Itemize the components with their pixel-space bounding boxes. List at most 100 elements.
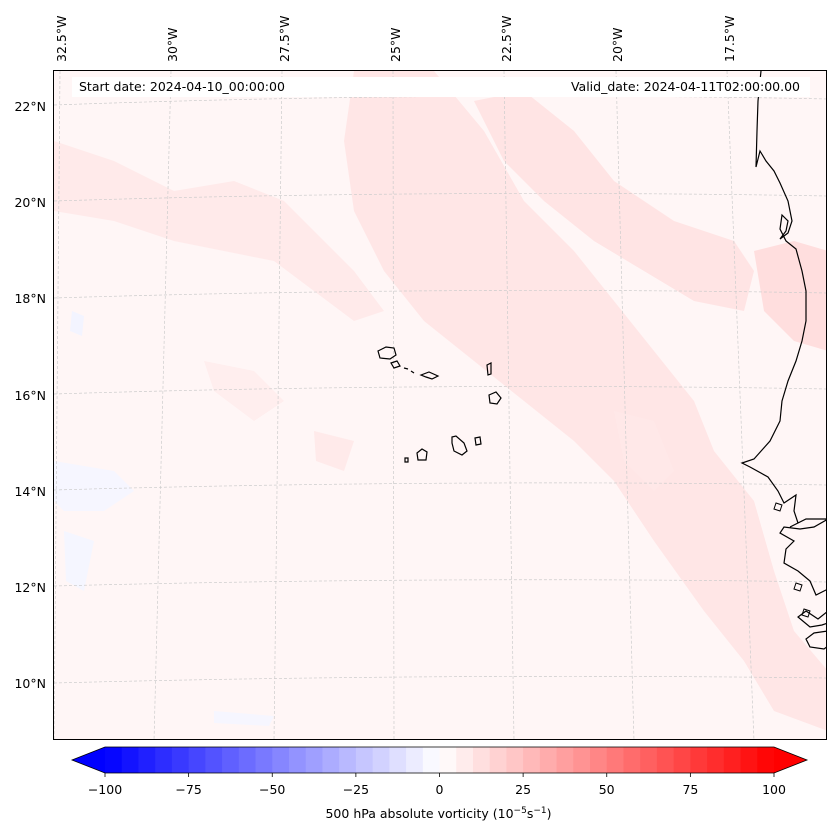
colorbar-segment xyxy=(489,747,508,773)
lon-label-17-5w: 17.5°W xyxy=(722,15,737,62)
colorbar-tick-0: 0 xyxy=(435,782,444,797)
colorbar-segment xyxy=(222,747,240,773)
colorbar-segment xyxy=(640,747,658,773)
colorbar-segment xyxy=(138,747,156,773)
colorbar-tick-neg25: −25 xyxy=(342,782,370,797)
map-canvas xyxy=(54,71,826,739)
lat-label-18n: 18°N xyxy=(14,291,46,306)
colorbar-segment xyxy=(623,747,641,773)
vorticity-band-main xyxy=(344,71,826,731)
colorbar-segment xyxy=(105,747,123,773)
vorticity-patch-mid xyxy=(204,361,284,421)
weak-negative-patch-3 xyxy=(70,311,84,336)
colorbar-segment xyxy=(422,747,441,773)
colorbar-segment xyxy=(238,747,257,773)
colorbar-tick-neg50: −50 xyxy=(258,782,286,797)
colorbar-segment xyxy=(757,747,775,773)
coastal-islet-2 xyxy=(793,582,803,592)
colorbar-segment xyxy=(707,747,725,773)
weak-negative-patch-4 xyxy=(214,711,274,726)
colorbar-segment xyxy=(590,747,608,773)
colorbar-segment xyxy=(456,747,474,773)
colorbar-segment xyxy=(690,747,708,773)
island-maio xyxy=(474,436,482,446)
colorbar-segment xyxy=(556,747,574,773)
lat-label-16n: 16°N xyxy=(14,388,46,403)
colorbar-segment xyxy=(205,747,223,773)
colorbar-low-extension xyxy=(72,747,105,773)
island-santiago xyxy=(451,435,468,456)
start-date-label: Start date: 2024-04-10_00:00:00 xyxy=(79,79,285,94)
island-brava xyxy=(404,457,409,463)
colorbar-ticks xyxy=(104,773,775,777)
island-santa-luzia xyxy=(403,367,409,370)
colorbar-segment xyxy=(372,747,390,773)
colorbar-segment xyxy=(255,747,273,773)
colorbar-segment xyxy=(389,747,407,773)
colorbar-segment xyxy=(673,747,691,773)
colorbar-tick-25: 25 xyxy=(515,782,532,797)
vorticity-map: Start date: 2024-04-10_00:00:00 Valid_da… xyxy=(53,70,827,740)
colorbar-tick-75: 75 xyxy=(682,782,699,797)
island-santo-antao xyxy=(377,346,397,360)
lat-label-12n: 12°N xyxy=(14,580,46,595)
weak-negative-patch-1 xyxy=(54,461,134,511)
lat-label-20n: 20°N xyxy=(14,195,46,210)
colorbar xyxy=(70,746,809,777)
vorticity-band-west xyxy=(54,141,384,321)
colorbar-title-exp1: −5 xyxy=(513,806,527,816)
colorbar-segment xyxy=(322,747,340,773)
colorbar-segment xyxy=(121,747,140,773)
header-bar xyxy=(72,77,810,97)
island-boa-vista xyxy=(488,391,502,405)
coastal-islet-3 xyxy=(801,608,811,618)
colorbar-title-prefix: 500 hPa absolute vorticity (10 xyxy=(325,806,514,822)
lon-label-27-5w: 27.5°W xyxy=(277,15,292,62)
colorbar-segment xyxy=(272,747,290,773)
colorbar-segment xyxy=(523,747,541,773)
cape-verde-islands xyxy=(377,346,502,463)
lon-label-32-5w: 32.5°W xyxy=(54,15,69,62)
island-sal xyxy=(486,362,492,376)
vorticity-patch-coast xyxy=(754,241,826,351)
african-coastline xyxy=(740,71,826,650)
colorbar-segment xyxy=(171,747,190,773)
colorbar-tick-neg75: −75 xyxy=(175,782,202,797)
lon-label-25w: 25°W xyxy=(388,27,403,62)
colorbar-title: 500 hPa absolute vorticity (10−5s−1) xyxy=(0,806,837,821)
colorbar-tick-neg100: −100 xyxy=(87,782,123,797)
island-sao-vicente xyxy=(390,360,401,369)
colorbar-tick-100: 100 xyxy=(762,782,786,797)
colorbar-segment xyxy=(355,747,374,773)
colorbar-title-mid: s xyxy=(526,806,534,822)
colorbar-segment xyxy=(606,747,625,773)
colorbar-segment xyxy=(740,747,758,773)
colorbar-segment xyxy=(155,747,173,773)
valid-date-label: Valid_date: 2024-04-11T02:00:00.00 xyxy=(570,79,800,94)
colorbar-segment xyxy=(472,747,491,773)
lon-label-20w: 20°W xyxy=(610,27,625,62)
vorticity-patch-south xyxy=(614,411,674,491)
colorbar-title-suffix: ) xyxy=(546,806,552,822)
colorbar-segment xyxy=(656,747,675,773)
vorticity-band-east xyxy=(474,91,754,311)
island-sao-nicolau-w xyxy=(410,370,415,374)
colorbar-tick-50: 50 xyxy=(598,782,615,797)
colorbar-segments xyxy=(105,747,775,773)
colorbar-segment xyxy=(406,747,424,773)
colorbar-segment xyxy=(439,747,457,773)
island-sao-nicolau xyxy=(419,371,440,380)
colorbar-segment xyxy=(305,747,324,773)
colorbar-segment xyxy=(723,747,742,773)
lon-label-30w: 30°W xyxy=(165,27,180,62)
colorbar-segment xyxy=(288,747,307,773)
colorbar-segment xyxy=(188,747,206,773)
weak-negative-patch-2 xyxy=(64,531,94,591)
coastal-islet-1 xyxy=(773,502,783,512)
colorbar-segment xyxy=(506,747,524,773)
vorticity-patch-sw xyxy=(314,431,354,471)
colorbar-segment xyxy=(539,747,558,773)
lat-label-10n: 10°N xyxy=(14,676,46,691)
colorbar-title-exp2: −1 xyxy=(533,806,547,816)
lat-label-22n: 22°N xyxy=(14,99,46,114)
